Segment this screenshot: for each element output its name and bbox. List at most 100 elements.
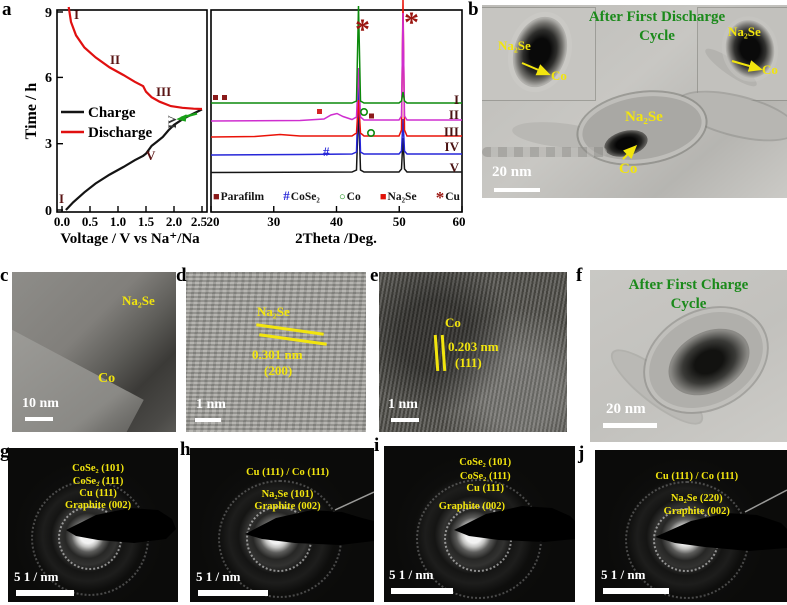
panel-j-ring-label-1: Cu (111) / Co (111) — [655, 471, 739, 482]
panel-f-scalebar — [603, 423, 657, 428]
panel-e-spacing-label: 0.203 nm — [448, 339, 499, 354]
panel-h-scalebar — [198, 590, 268, 596]
co-marker-traceIII — [366, 129, 375, 138]
panel-b-arrows — [521, 60, 763, 160]
region-label-II: II — [110, 52, 120, 67]
panel-a-label: a — [2, 0, 12, 20]
charge-legend-label: Charge — [88, 105, 136, 121]
panel-f-title: After First Charge Cycle — [590, 276, 787, 314]
xrd-tick-20: 20 — [207, 214, 220, 229]
xtick-1.5: 1.5 — [138, 214, 155, 229]
panel-g-saed-image: CoSe₂ (101) CoSe₂ (111) Cu (111) Graphit… — [8, 448, 178, 602]
region-label-III: III — [156, 84, 171, 99]
panel-e-scalebar — [391, 418, 419, 422]
xrd-trace-III — [210, 0, 462, 138]
legend-item-cu: *Cu — [436, 188, 460, 208]
inset-left-co-label: Co — [551, 68, 567, 83]
panel-b-title-line1: After First Discharge — [588, 9, 726, 25]
panel-h-scalebar-text: 5 1 / nm — [196, 569, 241, 584]
panel-g-scalebar — [16, 590, 74, 596]
xrd-tick-50: 50 — [393, 214, 406, 229]
panel-i-ring-label-4: Graphite (002) — [438, 501, 505, 512]
region-label-V: V — [146, 148, 156, 163]
main-na2se-label: Na₂Se — [625, 109, 663, 125]
legend-item-cose2: #CoSe₂ — [283, 188, 320, 204]
xrd-tick-30: 30 — [267, 214, 280, 229]
debris-streak — [482, 147, 607, 157]
na2se-marker-traceII — [317, 109, 322, 114]
panel-f-title-line2: Cycle — [670, 295, 707, 312]
panel-c-na2se-label: Na₂Se — [122, 293, 155, 308]
inset-right-na2se-label: Na₂Se — [728, 24, 761, 39]
xtick-1.0: 1.0 — [110, 214, 126, 229]
panel-a-charts: 0 3 6 9 Time / h 0.0 0.5 1.0 1.5 2.0 2.5… — [23, 0, 466, 247]
xrd-frame — [210, 9, 463, 213]
xrd-trace-IV — [210, 85, 462, 156]
region-label-I-top: I — [74, 7, 79, 22]
panel-j-scalebar — [603, 588, 669, 594]
panel-e-plane-label: (111) — [455, 355, 482, 370]
legend-item-na2se: ■Na₂Se — [380, 191, 417, 203]
ytick-9: 9 — [45, 6, 52, 21]
ytick-6: 6 — [45, 71, 52, 86]
panel-i-ring-label-3: Cu (111) — [466, 483, 505, 494]
cu-asterisk-peak1: * — [355, 13, 370, 46]
panel-e-hrtem-image: Co 0.203 nm (111) 1 nm — [379, 272, 567, 432]
legend-label-cose2: CoSe₂ — [290, 191, 320, 203]
panel-d-hrtem-image: Na₂Se 0.301 nm (200) 1 nm — [186, 272, 366, 432]
xtick-2.5: 2.5 — [191, 214, 208, 229]
panel-b-scalebar-text: 20 nm — [492, 164, 532, 180]
beam-stopper — [66, 508, 176, 543]
co-circle-icon: ○ — [338, 191, 346, 203]
xrd-trace-label-II: II — [449, 107, 459, 122]
panel-c-scalebar — [25, 417, 53, 421]
co-marker-traceII — [359, 108, 368, 117]
parafilm-square-icon: ■ — [213, 191, 220, 203]
panel-f-label: f — [576, 265, 583, 286]
cu-asterisk-icon: * — [435, 188, 445, 207]
panel-h-ring-label-3: Graphite (002) — [254, 501, 321, 512]
legend-item-parafilm: ■Parafilm — [213, 191, 264, 203]
panel-b-title-line2: Cycle — [639, 27, 675, 44]
x-axis-title-voltage: Voltage / V vs Na⁺/Na — [60, 231, 200, 247]
xrd-tick-40: 40 — [330, 214, 343, 229]
panel-i-scalebar-text: 5 1 / nm — [389, 567, 434, 582]
panel-j-saed-image: Cu (111) / Co (111) Na₂Se (220) Graphite… — [595, 450, 787, 602]
panel-d-label: d — [176, 265, 187, 286]
panel-h-ring-label-2: Na₂Se (101) — [261, 489, 314, 500]
na2se-square-icon: ■ — [379, 191, 387, 203]
xtick-0.5: 0.5 — [82, 214, 99, 229]
panel-e-label: e — [370, 265, 379, 286]
cu-asterisk-peak2: * — [404, 6, 419, 39]
legend-label-co: Co — [346, 191, 361, 203]
parafilm-marker-1 — [213, 95, 218, 100]
legend-label-cu: Cu — [445, 191, 460, 203]
cose2-marker-traceIV: # — [323, 144, 330, 159]
charge-curve — [65, 108, 203, 211]
inset-right-co-arrow — [731, 60, 763, 72]
panel-f-title-line1: After First Charge — [628, 277, 749, 293]
panel-e-lattice-line-2 — [440, 334, 446, 372]
panel-d-scalebar-text: 1 nm — [196, 397, 226, 412]
panel-g-ring-label-3: Cu (111) — [79, 488, 117, 499]
state-IV-arrow — [176, 112, 198, 122]
panel-h-saed-image: Cu (111) / Co (111) Na₂Se (101) Graphite… — [190, 448, 374, 602]
panel-j-label: j — [578, 443, 585, 464]
xrd-trace-label-III: III — [444, 124, 459, 139]
xtick-2.0: 2.0 — [166, 214, 182, 229]
panel-g-scalebar-text: 5 1 / nm — [14, 569, 59, 584]
inset-left-na2se-label: Na₂Se — [498, 38, 531, 53]
panel-f-scalebar-text: 20 nm — [606, 401, 646, 417]
beam-stopper — [245, 491, 374, 545]
ytick-3: 3 — [45, 137, 52, 152]
xrd-trace-V — [210, 107, 462, 174]
inset-right-co-label: Co — [762, 62, 778, 77]
panel-d-plane-label: (200) — [264, 363, 293, 378]
xrd-legend: ■Parafilm #CoSe₂ ○Co ■Na₂Se *Cu — [213, 188, 460, 208]
xrd-xticks — [210, 206, 463, 212]
legend-label-parafilm: Parafilm — [220, 191, 265, 203]
discharge-legend-label: Discharge — [88, 125, 152, 141]
panel-g-ring-label-2: CoSe₂ (111) — [72, 476, 124, 487]
parafilm-marker-2 — [222, 95, 227, 100]
